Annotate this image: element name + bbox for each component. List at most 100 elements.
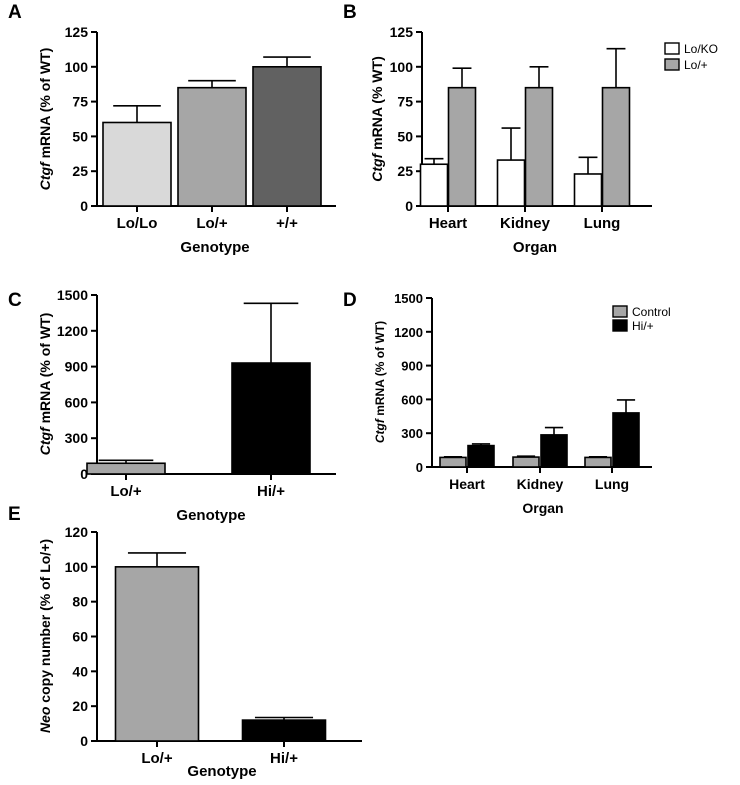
y-tick-label-a: 25 xyxy=(72,163,88,179)
x-axis-title-e: Genotype xyxy=(187,763,256,780)
legend-swatch-b-0 xyxy=(664,42,680,55)
bar-b-lo-ko-2 xyxy=(573,173,603,207)
panel-label-d: D xyxy=(343,290,357,311)
x-axis-title-c: Genotype xyxy=(176,507,245,524)
panel-label-e: E xyxy=(8,504,21,525)
y-tick-label-a: 125 xyxy=(65,24,89,40)
y-axis-title-c: Ctgf mRNA (% of WT) xyxy=(37,313,53,456)
y-axis-title-a: Ctgf mRNA (% of WT) xyxy=(37,48,53,191)
bar-b-lo--1 xyxy=(524,86,554,207)
bar-d-hi--2 xyxy=(612,412,640,468)
bar-b-lo--2 xyxy=(601,86,631,207)
x-tick-label-e: Lo/+ xyxy=(141,750,172,767)
y-tick-label-d: 1500 xyxy=(394,291,423,306)
y-tick-label-e: 80 xyxy=(72,594,88,610)
bar-a-1 xyxy=(177,86,247,207)
legend-b: Lo/KO Lo/+ xyxy=(664,42,718,72)
legend-swatch-d-0 xyxy=(612,305,628,318)
y-axis-title-gene-e: Neo xyxy=(37,706,53,733)
bar-d-control-1 xyxy=(512,456,540,468)
y-axis-title-rest-e: copy number (% of Lo/+) xyxy=(37,539,53,707)
y-tick-label-e: 0 xyxy=(80,733,88,749)
x-tick-label-d: Lung xyxy=(595,476,629,492)
y-axis-title-gene-d: Ctgf xyxy=(373,418,387,443)
bar-d-hi--1 xyxy=(540,434,568,468)
y-axis-title-rest-d: mRNA (% of WT) xyxy=(373,321,387,419)
bar-d-control-0 xyxy=(439,456,467,468)
x-axis-title-b: Organ xyxy=(513,239,557,256)
panel-label-b: B xyxy=(343,2,357,23)
y-tick-label-d: 300 xyxy=(401,426,423,441)
y-tick-label-c: 600 xyxy=(65,394,89,410)
x-tick-label-b: Lung xyxy=(584,215,621,232)
y-tick-label-e: 20 xyxy=(72,698,88,714)
legend-label-b-0: Lo/KO xyxy=(684,42,718,56)
x-tick-label-e: Hi/+ xyxy=(270,750,298,767)
y-axis-title-gene-c: Ctgf xyxy=(37,426,53,455)
bar-d-control-2 xyxy=(584,456,612,468)
bar-b-lo-ko-0 xyxy=(419,163,449,207)
y-axis-title-rest-a: mRNA (% of WT) xyxy=(37,48,53,163)
y-axis-title-b: Ctgf mRNA (% WT) xyxy=(369,56,385,181)
x-tick-label-a: Lo/Lo xyxy=(117,215,158,232)
x-tick-label-a: +/+ xyxy=(276,215,298,232)
y-tick-label-a: 100 xyxy=(65,59,89,75)
x-axis-title-d: Organ xyxy=(522,500,563,516)
bar-b-lo-ko-1 xyxy=(496,159,526,207)
x-tick-label-b: Heart xyxy=(429,215,467,232)
panel-b: B 0 25 50 75 100 125 Heart Kidney Lung Organ Ctgf m… xyxy=(343,2,718,256)
bar-a-0 xyxy=(102,121,172,207)
bar-b-lo--0 xyxy=(447,86,477,207)
panel-a: A 0 25 50 75 100 125 Lo/Lo Lo/+ +/+ Genotype Ctgf m… xyxy=(8,2,336,256)
panel-label-a: A xyxy=(8,2,22,23)
bar-c-0 xyxy=(86,462,166,475)
y-tick-label-b: 100 xyxy=(390,59,414,75)
y-tick-label-d: 600 xyxy=(401,392,423,407)
y-tick-label-c: 1200 xyxy=(57,323,88,339)
x-tick-label-c: Lo/+ xyxy=(110,483,141,500)
y-axis-title-gene-b: Ctgf xyxy=(369,152,385,181)
y-tick-label-b: 25 xyxy=(397,163,413,179)
legend-swatch-b-1 xyxy=(664,58,680,71)
y-tick-label-e: 120 xyxy=(65,524,89,540)
panel-c: C 0 300 600 900 1200 1500 Lo/+ Hi/+ Genotype Ctgf … xyxy=(8,287,336,524)
y-tick-label-d: 0 xyxy=(416,460,423,475)
legend-label-d-0: Control xyxy=(632,305,671,319)
x-tick-label-d: Heart xyxy=(449,476,485,492)
y-tick-label-c: 900 xyxy=(65,359,89,375)
bar-c-1 xyxy=(231,362,311,475)
y-axis-title-d: Ctgf mRNA (% of WT) xyxy=(373,321,387,443)
y-tick-label-c: 0 xyxy=(80,466,88,482)
y-tick-label-b: 50 xyxy=(397,128,413,144)
y-tick-label-d: 900 xyxy=(401,359,423,374)
x-tick-label-a: Lo/+ xyxy=(196,215,227,232)
y-tick-label-e: 60 xyxy=(72,629,88,645)
y-tick-label-c: 1500 xyxy=(57,287,88,303)
y-tick-label-a: 75 xyxy=(72,94,88,110)
legend-label-b-1: Lo/+ xyxy=(684,58,708,72)
bar-a-2 xyxy=(252,66,322,207)
y-tick-label-b: 0 xyxy=(405,198,413,214)
y-axis-title-gene-a: Ctgf xyxy=(37,161,53,190)
x-tick-label-c: Hi/+ xyxy=(257,483,285,500)
bar-d-hi--0 xyxy=(467,444,495,468)
y-tick-label-d: 1200 xyxy=(394,325,423,340)
y-tick-label-a: 0 xyxy=(80,198,88,214)
y-tick-label-e: 100 xyxy=(65,559,89,575)
legend-label-d-1: Hi/+ xyxy=(632,319,654,333)
panel-d: D 0 300 600 900 1200 1500 Heart Kidney Lung Organ C… xyxy=(343,290,671,516)
bar-e-1 xyxy=(241,719,327,742)
panel-e: E 0 20 40 60 80 100 120 Lo/+ Hi/+ Genotype Neo copy… xyxy=(8,504,362,780)
y-axis-title-rest-b: mRNA (% WT) xyxy=(369,56,385,153)
y-axis-title-e: Neo copy number (% of Lo/+) xyxy=(37,539,53,733)
x-axis-title-a: Genotype xyxy=(180,239,249,256)
x-tick-label-d: Kidney xyxy=(517,476,564,492)
legend-swatch-d-1 xyxy=(612,319,628,332)
y-tick-label-b: 125 xyxy=(390,24,414,40)
bar-e-0 xyxy=(114,566,200,742)
y-tick-label-e: 40 xyxy=(72,663,88,679)
y-axis-title-rest-c: mRNA (% of WT) xyxy=(37,313,53,428)
y-tick-label-c: 300 xyxy=(65,430,89,446)
